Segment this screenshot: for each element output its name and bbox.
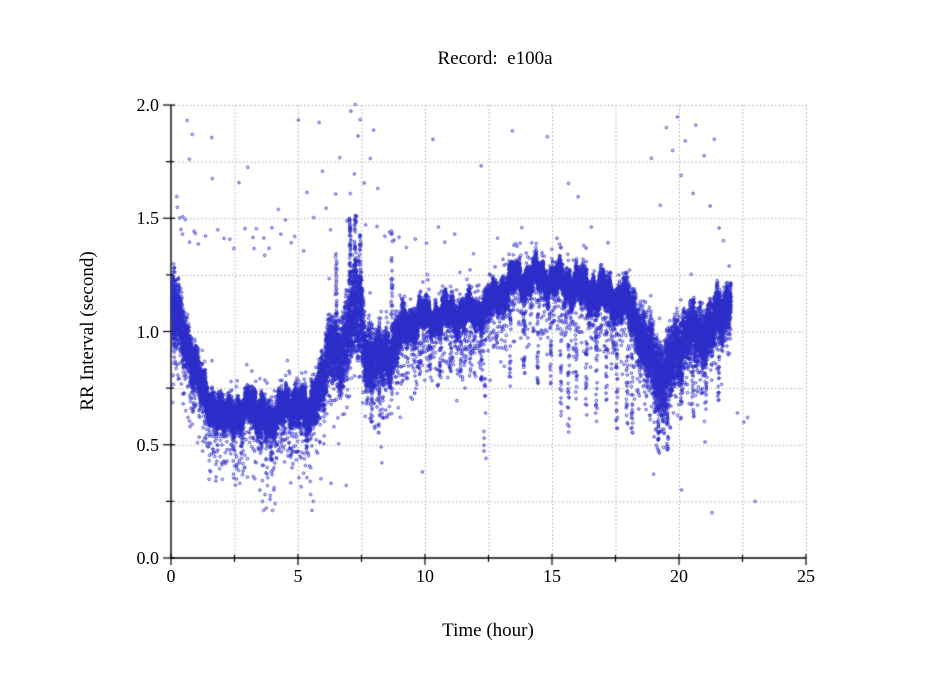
- y-tick-label: 0.0: [136, 548, 160, 568]
- x-axis-label: Time (hour): [442, 620, 534, 641]
- y-axis-label: RR Interval (second): [77, 251, 98, 411]
- chart-title: Record: e100a: [437, 48, 553, 69]
- y-tick-label: 1.5: [136, 208, 160, 229]
- x-tick-label: 5: [293, 566, 303, 586]
- x-tick-label: 15: [543, 566, 561, 586]
- y-tick-label: 2.0: [136, 95, 160, 115]
- x-tick-label: 10: [416, 566, 434, 586]
- x-tick-label: 20: [670, 566, 688, 586]
- y-tick-label: 0.5: [136, 434, 160, 455]
- x-tick-label: 0: [166, 566, 176, 586]
- y-tick-label: 1.0: [136, 321, 160, 342]
- x-tick-label: 25: [797, 566, 815, 586]
